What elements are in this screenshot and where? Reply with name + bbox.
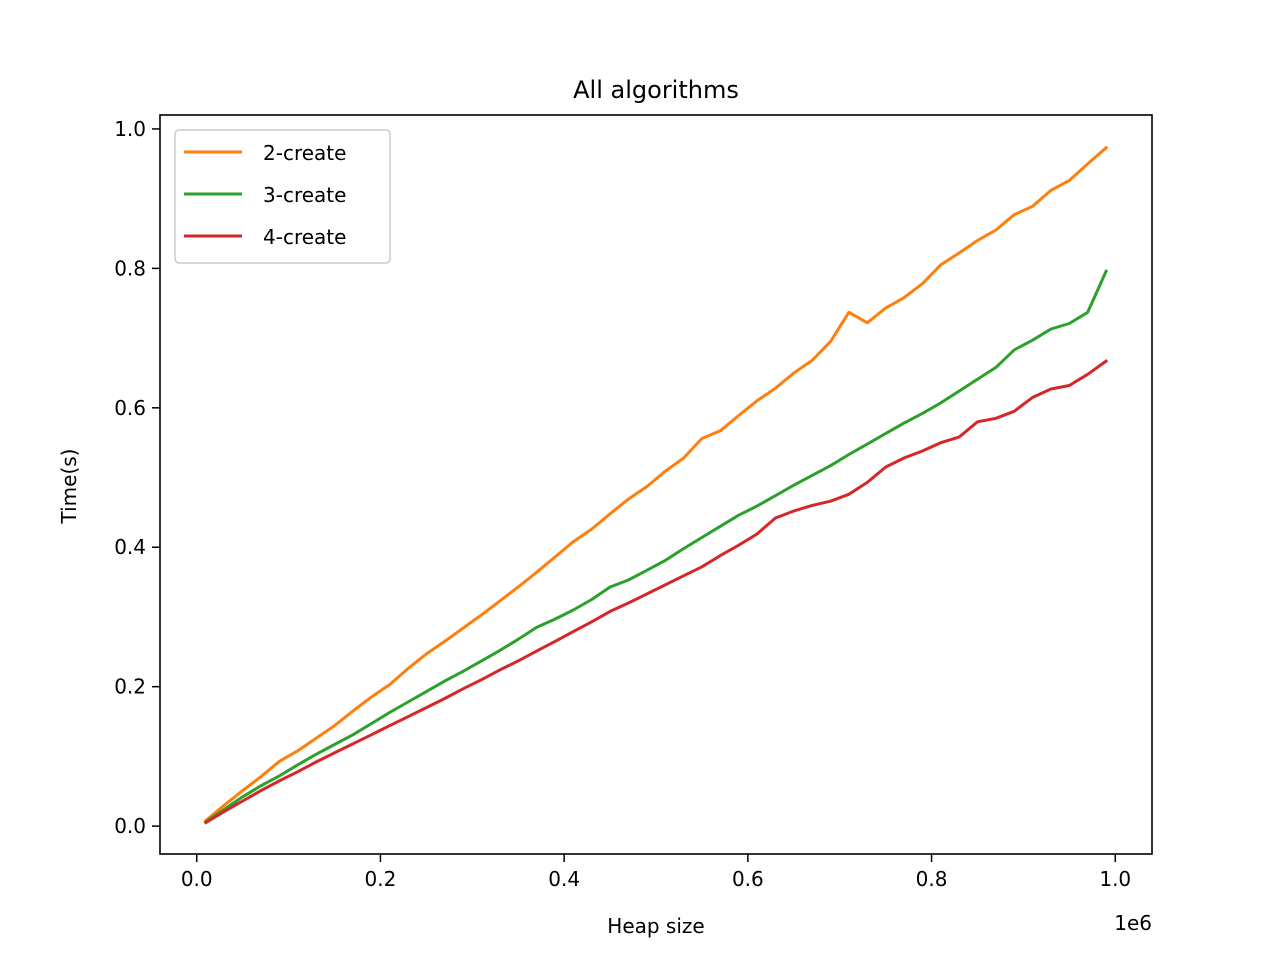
y-tick-label: 0.0 bbox=[114, 814, 146, 838]
series-layer bbox=[203, 145, 1109, 825]
x-tick-label: 0.4 bbox=[548, 867, 580, 891]
x-axis-ticks: 0.0 0.2 0.4 0.6 0.8 1.0 bbox=[181, 854, 1131, 891]
x-tick-label: 0.2 bbox=[365, 867, 397, 891]
y-tick-label: 1.0 bbox=[114, 117, 146, 141]
chart-title: All algorithms bbox=[573, 76, 739, 104]
legend-box bbox=[174, 129, 391, 264]
series-line-4-create bbox=[203, 359, 1109, 825]
plot-frame bbox=[159, 114, 1153, 855]
y-tick-label: 0.6 bbox=[114, 396, 146, 420]
y-tick-label: 0.4 bbox=[114, 535, 146, 559]
legend: 2-create 3-create 4-create bbox=[174, 129, 391, 264]
legend-label-2-create: 2-create bbox=[263, 141, 346, 165]
y-tick-label: 0.2 bbox=[114, 675, 146, 699]
legend-label-3-create: 3-create bbox=[263, 183, 346, 207]
y-axis-ticks: 0.0 0.2 0.4 0.6 0.8 1.0 bbox=[114, 117, 160, 838]
x-tick-label: 0.0 bbox=[181, 867, 213, 891]
series-line-2-create bbox=[203, 145, 1109, 823]
x-axis-offset-label: 1e6 bbox=[1114, 911, 1152, 935]
series-line-3-create bbox=[203, 269, 1109, 824]
x-tick-label: 0.8 bbox=[916, 867, 948, 891]
y-axis-label: Time(s) bbox=[57, 449, 81, 525]
y-tick-label: 0.8 bbox=[114, 256, 146, 280]
legend-label-4-create: 4-create bbox=[263, 225, 346, 249]
x-tick-label: 1.0 bbox=[1099, 867, 1131, 891]
x-axis-label: Heap size bbox=[607, 914, 704, 938]
x-tick-label: 0.6 bbox=[732, 867, 764, 891]
